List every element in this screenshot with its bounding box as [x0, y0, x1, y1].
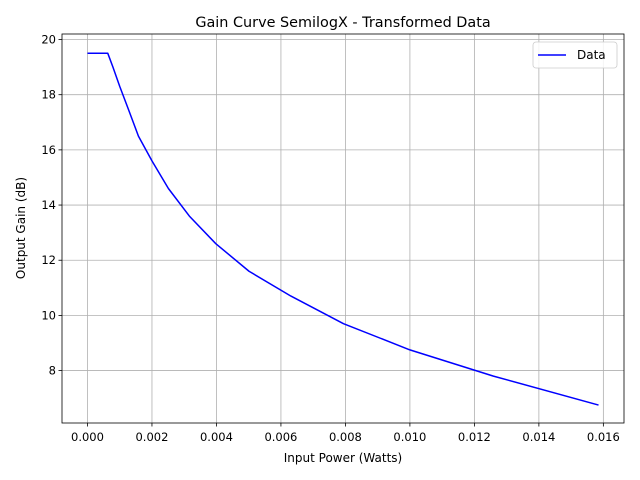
chart-title: Gain Curve SemilogX - Transformed Data	[195, 15, 490, 31]
y-tick-label: 20	[41, 33, 56, 47]
x-axis-label: Input Power (Watts)	[284, 451, 402, 465]
legend-label-data: Data	[577, 48, 606, 62]
series-line-data	[87, 52, 599, 406]
y-tick-label: 8	[49, 364, 56, 378]
x-tick-label: 0.006	[264, 430, 297, 444]
y-tick-label: 18	[41, 88, 56, 102]
x-tick-label: 0.002	[135, 430, 168, 444]
x-tick-label: 0.012	[458, 430, 491, 444]
grid-layer	[62, 34, 624, 423]
y-axis-label: Output Gain (dB)	[14, 177, 28, 279]
y-tick-label: 16	[41, 143, 56, 157]
tick-layer: 0.000 0.002 0.004 0.006 0.008 0.010 0.012 0.014…	[41, 33, 619, 444]
x-tick-label: 0.004	[200, 430, 233, 444]
plot-frame	[61, 33, 625, 424]
x-tick-label: 0.010	[393, 430, 426, 444]
x-tick-label: 0.000	[71, 430, 104, 444]
plot-area	[87, 52, 599, 406]
legend: Data	[532, 41, 618, 69]
y-tick-label: 12	[41, 253, 56, 267]
y-tick-label: 10	[41, 308, 56, 322]
y-tick-label: 14	[41, 198, 56, 212]
x-tick-label: 0.016	[587, 430, 620, 444]
x-tick-label: 0.008	[329, 430, 362, 444]
legend-box	[532, 41, 618, 69]
x-tick-label: 0.014	[522, 430, 555, 444]
